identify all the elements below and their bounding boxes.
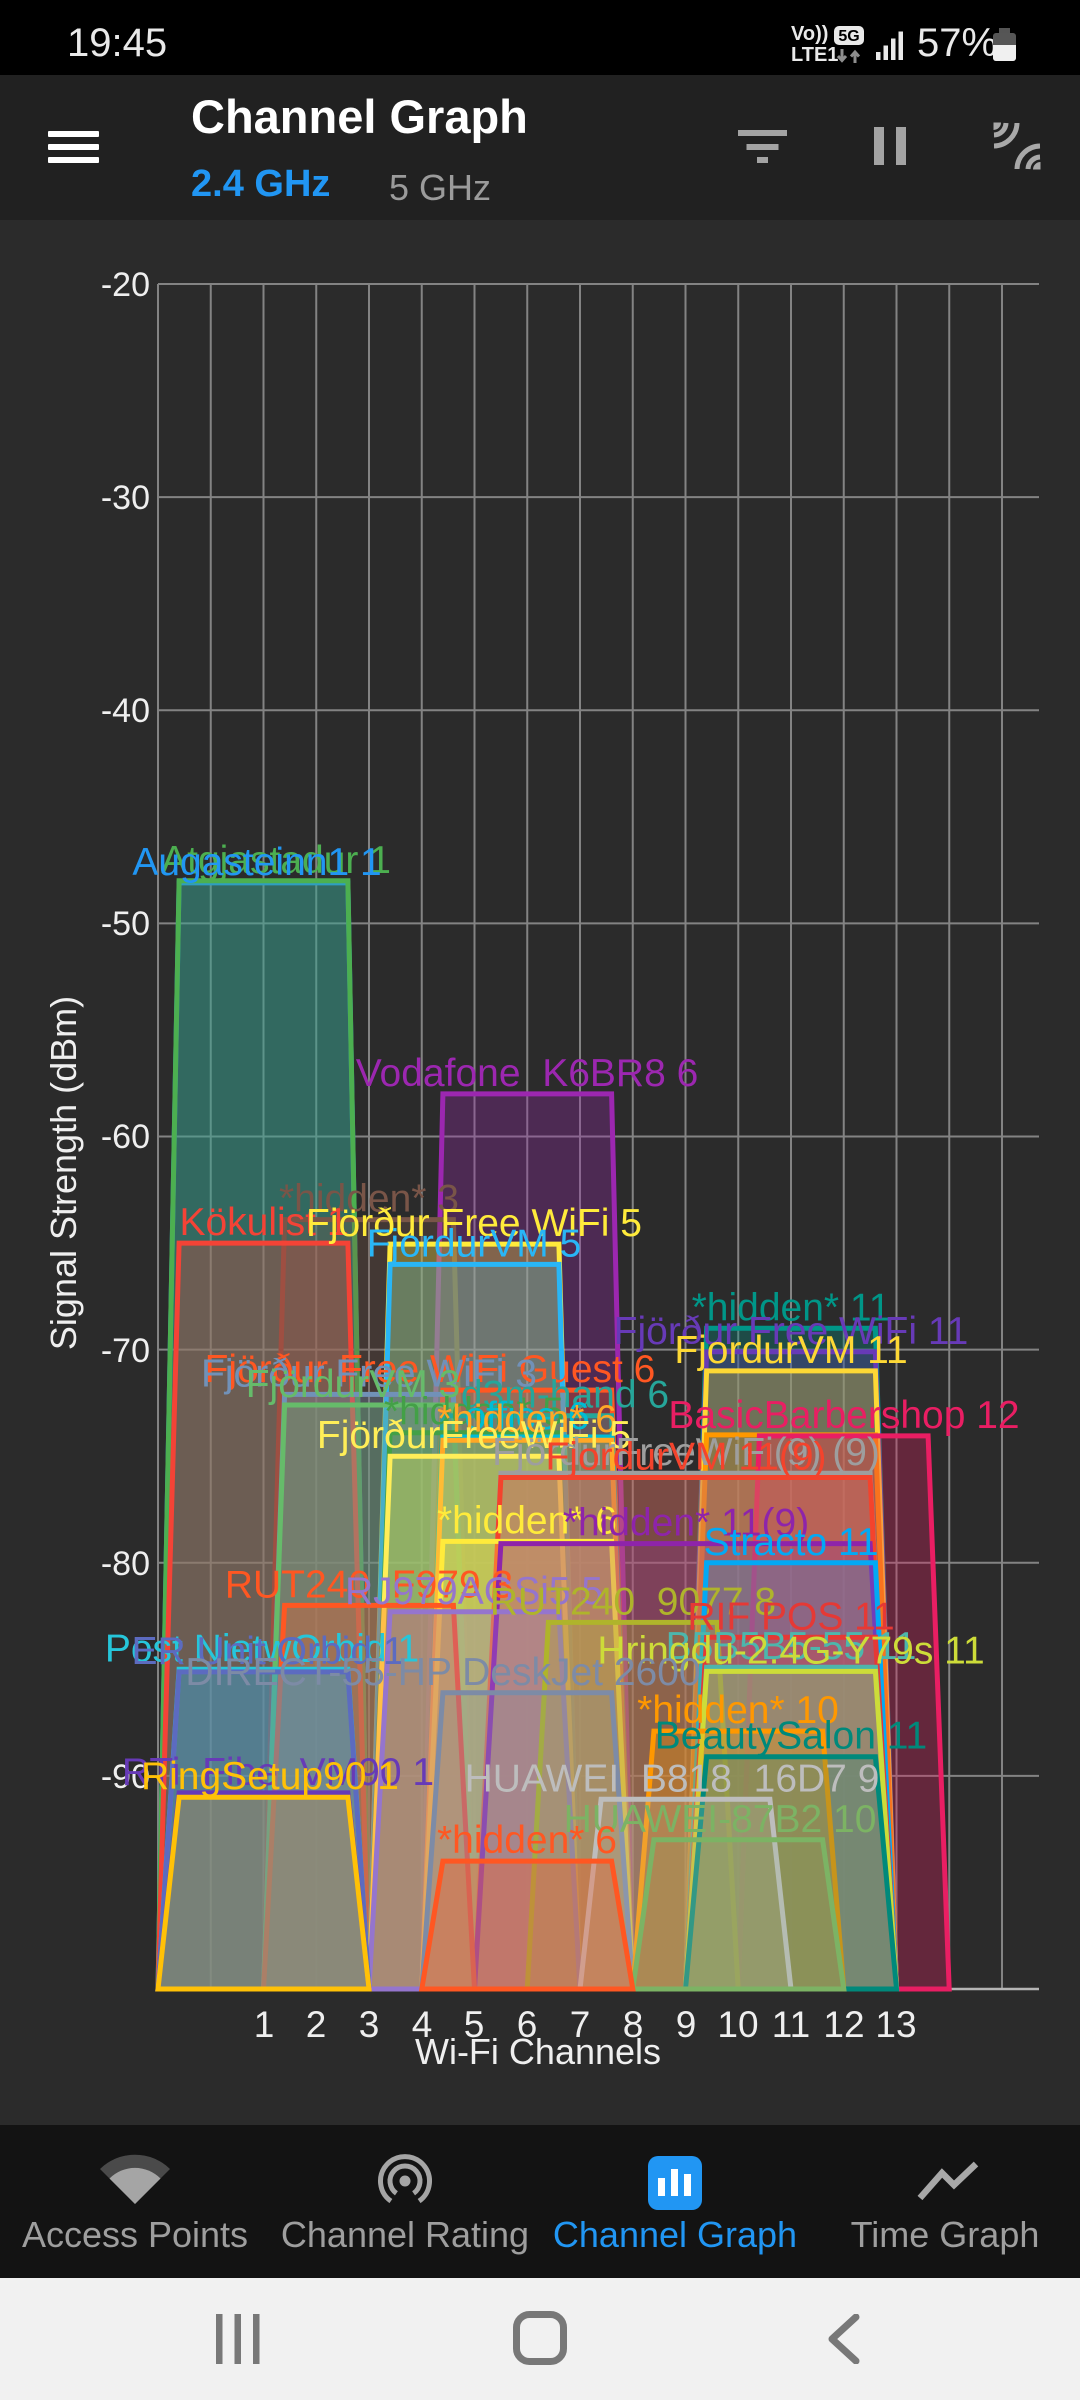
svg-text:-30: -30 bbox=[101, 479, 150, 517]
svg-text:B5B5B5-55 11: B5B5B5-55 11 bbox=[666, 1625, 917, 1668]
svg-text:-40: -40 bbox=[101, 692, 150, 730]
svg-text:*hidden* 10: *hidden* 10 bbox=[637, 1689, 839, 1732]
svg-text:Fjörður Free WiFi 11: Fjörður Free WiFi 11 bbox=[614, 1310, 969, 1353]
svg-text:RTi_Fibe_VM90 1: RTi_Fibe_VM90 1 bbox=[122, 1751, 434, 1794]
svg-text:-50: -50 bbox=[101, 905, 150, 943]
svg-text:Kökulist 1: Kökulist 1 bbox=[179, 1201, 348, 1244]
svg-text:Fjörður Free WiFi 3: Fjörður Free WiFi 3 bbox=[201, 1352, 537, 1395]
svg-text:DIRECT-55-HP DeskJet 2600: DIRECT-55-HP DeskJet 2600 bbox=[185, 1651, 700, 1694]
svg-text:7: 7 bbox=[570, 2004, 591, 2045]
svg-text:10: 10 bbox=[717, 2004, 758, 2045]
svg-text:RJ979AGSi5 5: RJ979AGSi5 5 bbox=[345, 1570, 603, 1613]
svg-text:BasicBarbershop 12: BasicBarbershop 12 bbox=[668, 1394, 1019, 1437]
svg-text:Hringdu-2.4G-Y79s 11: Hringdu-2.4G-Y79s 11 bbox=[597, 1629, 984, 1672]
svg-text:*hidden* 6: *hidden* 6 bbox=[437, 1398, 617, 1441]
svg-text:8: 8 bbox=[623, 2004, 644, 2045]
svg-text:6: 6 bbox=[517, 2004, 538, 2045]
svg-text:FjordurVM 11: FjordurVM 11 bbox=[674, 1329, 907, 1372]
svg-text:RUT240_9077 8: RUT240_9077 8 bbox=[490, 1580, 776, 1623]
svg-text:*hidden* 5: *hidden* 5 bbox=[384, 1391, 564, 1434]
svg-text:Fjörður Free WiFi 5: Fjörður Free WiFi 5 bbox=[306, 1202, 642, 1245]
svg-text:*hidden* 11(9): *hidden* 11(9) bbox=[563, 1502, 809, 1545]
svg-text:RingSetup90 1: RingSetup90 1 bbox=[141, 1755, 399, 1798]
svg-text:FjördurVM 3: FjördurVM 3 bbox=[246, 1363, 461, 1406]
svg-text:-20: -20 bbox=[101, 266, 150, 304]
svg-text:FjördurFreeWiFi(9) (9): FjördurFreeWiFi(9) (9) bbox=[492, 1431, 880, 1474]
svg-text:*hidden* 3: *hidden* 3 bbox=[279, 1178, 459, 1221]
svg-text:13: 13 bbox=[875, 2004, 916, 2045]
svg-text:RIF POS 11: RIF POS 11 bbox=[687, 1595, 894, 1638]
svg-text:*hidden* 11: *hidden* 11 bbox=[692, 1286, 891, 1329]
svg-text:Signal Strength (dBm): Signal Strength (dBm) bbox=[43, 996, 84, 1350]
svg-text:12: 12 bbox=[823, 2004, 864, 2045]
svg-text:Stracto 11: Stracto 11 bbox=[704, 1521, 879, 1564]
svg-text:RUT240_F979 3: RUT240_F979 3 bbox=[225, 1563, 513, 1606]
svg-text:2: 2 bbox=[306, 2004, 327, 2045]
svg-text:Augasteinn1 1: Augasteinn1 1 bbox=[132, 841, 381, 884]
svg-text:-70: -70 bbox=[101, 1332, 150, 1370]
svg-text:9: 9 bbox=[676, 2004, 697, 2045]
svg-text:-60: -60 bbox=[101, 1118, 150, 1156]
svg-text:5: 5 bbox=[464, 2004, 485, 2045]
svg-text:Wi-Fi Channels: Wi-Fi Channels bbox=[415, 2031, 661, 2072]
svg-text:Post NietwOrbid 1: Post NietwOrbid 1 bbox=[105, 1627, 419, 1670]
svg-text:*hidden* 6: *hidden* 6 bbox=[437, 1819, 617, 1862]
svg-text:FjordurVM 5: FjordurVM 5 bbox=[367, 1222, 582, 1265]
svg-text:ER Unit Orbid 1: ER Unit Orbid 1 bbox=[131, 1630, 404, 1673]
svg-text:BeautySalon 11: BeautySalon 11 bbox=[655, 1715, 928, 1758]
svg-text:1: 1 bbox=[254, 2004, 275, 2045]
svg-text:Vodafone_K6BR8 6: Vodafone_K6BR8 6 bbox=[356, 1052, 699, 1095]
svg-text:4: 4 bbox=[412, 2004, 433, 2045]
svg-text:Atgjastadur 1: Atgjastadur 1 bbox=[161, 839, 391, 882]
svg-text:-80: -80 bbox=[101, 1545, 150, 1583]
svg-text:FjörðurFreeWiFi 5: FjörðurFreeWiFi 5 bbox=[317, 1414, 631, 1457]
svg-text:Fjörður Free WiFi Guest 6: Fjörður Free WiFi Guest 6 bbox=[205, 1348, 656, 1391]
svg-text:5G: 5G bbox=[838, 28, 859, 45]
svg-text:FjordurVM 11(9): FjordurVM 11(9) bbox=[545, 1436, 826, 1479]
svg-text:HUAWEI-87B2 10: HUAWEI-87B2 10 bbox=[564, 1798, 877, 1841]
svg-text:HUAWEI_B818_16D7 9: HUAWEI_B818_16D7 9 bbox=[465, 1757, 880, 1800]
svg-text:11: 11 bbox=[772, 2004, 810, 2045]
svg-text:3: 3 bbox=[359, 2004, 380, 2045]
svg-text:-90: -90 bbox=[101, 1758, 150, 1796]
svg-text:d3m-hand 6: d3m-hand 6 bbox=[461, 1374, 669, 1417]
svg-text:office 6: office 6 bbox=[464, 1395, 589, 1438]
svg-text:*hidden* 6: *hidden* 6 bbox=[437, 1499, 617, 1542]
